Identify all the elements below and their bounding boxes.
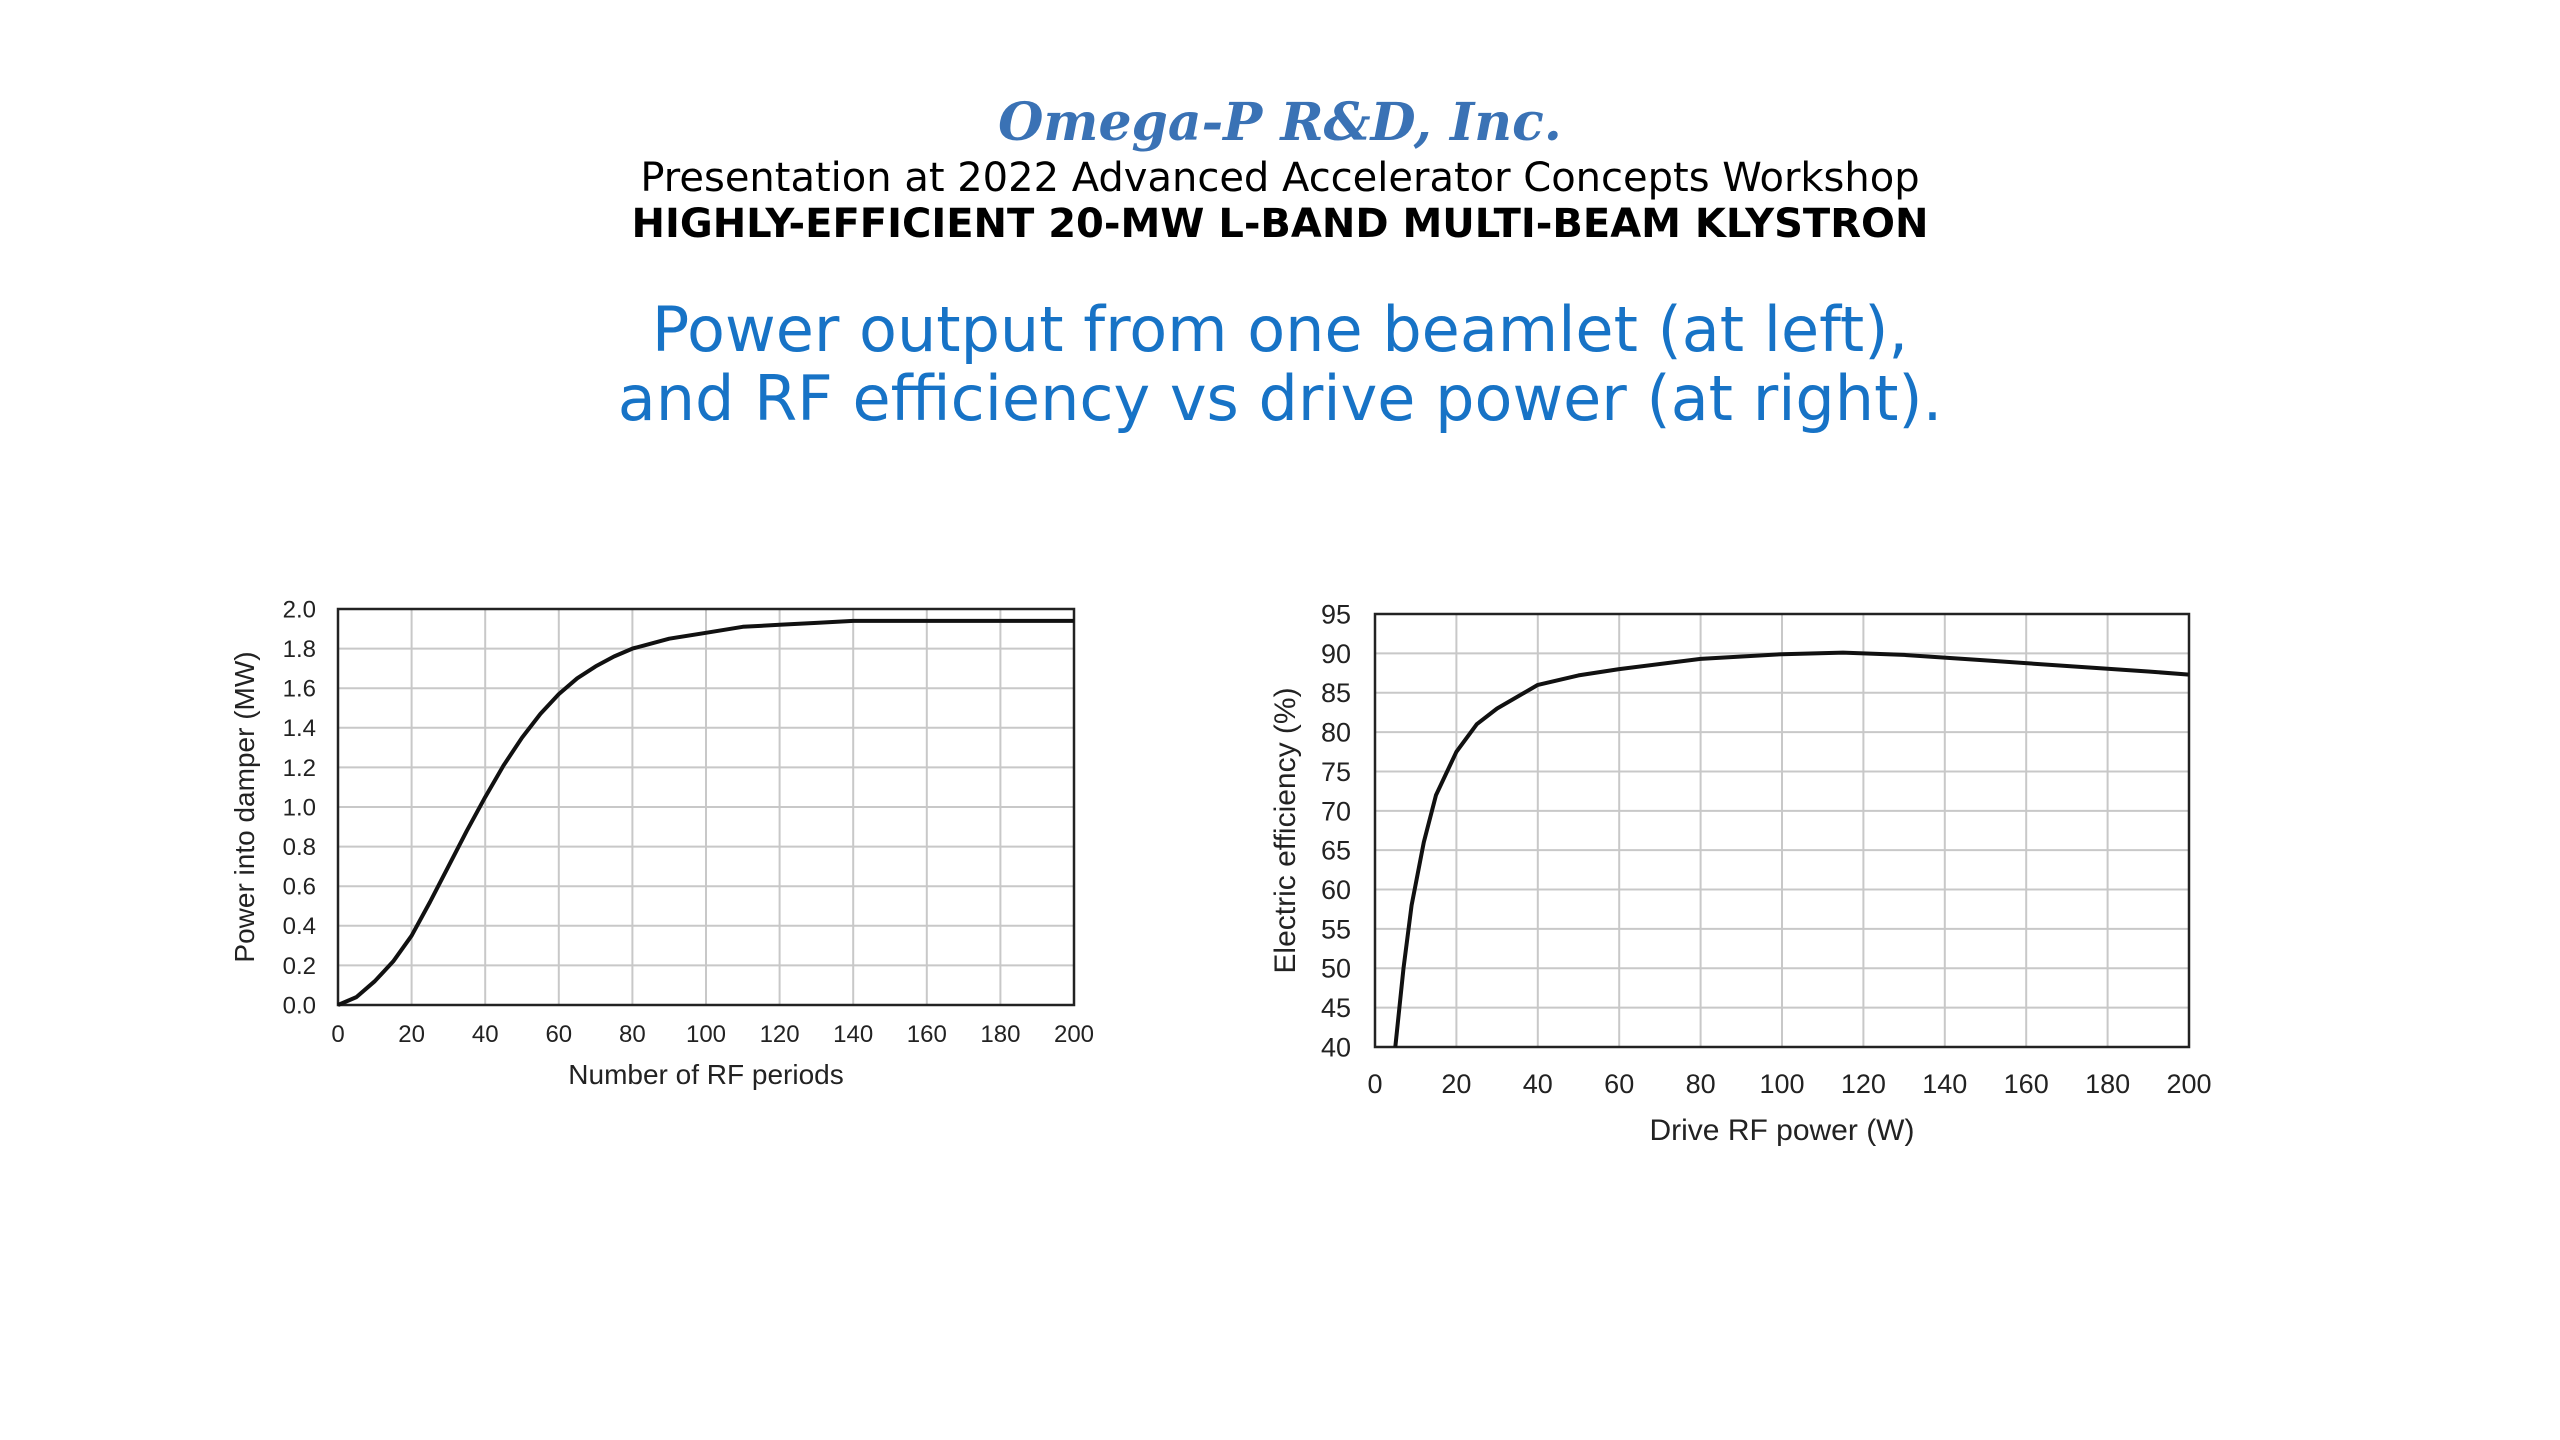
y-tick-label: 0.2	[283, 953, 316, 980]
y-tick-label: 40	[1321, 1032, 1351, 1062]
y-tick-label: 1.6	[283, 676, 316, 703]
y-axis-label: Electric efficiency (%)	[1269, 687, 1302, 973]
x-tick-label: 80	[619, 1021, 646, 1048]
x-tick-label: 160	[907, 1021, 947, 1048]
y-tick-label: 45	[1321, 993, 1351, 1023]
x-tick-label: 60	[1604, 1069, 1634, 1099]
plot-frame	[336, 607, 1076, 1007]
x-tick-label: 60	[545, 1021, 572, 1048]
x-tick-label: 120	[760, 1021, 800, 1048]
x-tick-label: 40	[1523, 1069, 1553, 1099]
y-axis-label: Power into damper (MW)	[229, 651, 260, 962]
klystron-title: HIGHLY-EFFICIENT 20-MW L-BAND MULTI-BEAM…	[631, 201, 1929, 247]
x-tick-label: 200	[2166, 1069, 2211, 1099]
y-tick-label: 65	[1321, 836, 1351, 866]
y-tick-label: 95	[1321, 599, 1351, 629]
y-tick-label: 75	[1321, 757, 1351, 787]
x-tick-label: 140	[833, 1021, 873, 1048]
series-line	[337, 618, 1074, 1007]
y-tick-label: 85	[1321, 678, 1351, 708]
y-tick-label: 1.4	[283, 715, 316, 742]
x-tick-label: 140	[1922, 1069, 1967, 1099]
x-axis-label: Number of RF periods	[568, 1059, 843, 1090]
x-tick-label: 20	[1441, 1069, 1471, 1099]
company-name: Omega-P R&D, Inc.	[998, 92, 1562, 153]
presentation-line: Presentation at 2022 Advanced Accelerato…	[640, 155, 1920, 201]
y-tick-label: 80	[1321, 718, 1351, 748]
x-tick-label: 180	[980, 1021, 1020, 1048]
subtitle-line-2: and RF efficiency vs drive power (at rig…	[617, 362, 1943, 435]
y-tick-label: 90	[1321, 639, 1351, 669]
y-tick-label: 1.8	[283, 636, 316, 663]
x-tick-label: 20	[398, 1021, 425, 1048]
series-line	[1393, 650, 2190, 1048]
x-tick-label: 40	[472, 1021, 499, 1048]
x-tick-label: 100	[686, 1021, 726, 1048]
x-axis-label: Drive RF power (W)	[1649, 1114, 1914, 1147]
x-tick-label: 0	[1367, 1069, 1382, 1099]
x-tick-label: 180	[2085, 1069, 2130, 1099]
x-tick-label: 0	[331, 1021, 344, 1048]
y-tick-label: 70	[1321, 796, 1351, 826]
y-tick-label: 2.0	[283, 596, 316, 623]
y-tick-label: 55	[1321, 914, 1351, 944]
y-tick-label: 0.4	[283, 913, 316, 940]
plot-frame	[1373, 612, 2191, 1049]
y-tick-label: 0.6	[283, 874, 316, 901]
x-tick-label: 100	[1759, 1069, 1804, 1099]
y-tick-label: 0.8	[283, 834, 316, 861]
y-tick-label: 1.0	[283, 794, 316, 821]
y-tick-label: 50	[1321, 954, 1351, 984]
subtitle-line-1: Power output from one beamlet (at left),	[651, 293, 1909, 366]
x-tick-label: 200	[1054, 1021, 1094, 1048]
x-tick-label: 160	[2004, 1069, 2049, 1099]
x-tick-label: 120	[1841, 1069, 1886, 1099]
y-tick-label: 60	[1321, 875, 1351, 905]
y-tick-label: 1.2	[283, 755, 316, 782]
y-tick-label: 0.0	[283, 992, 316, 1019]
x-tick-label: 80	[1686, 1069, 1716, 1099]
